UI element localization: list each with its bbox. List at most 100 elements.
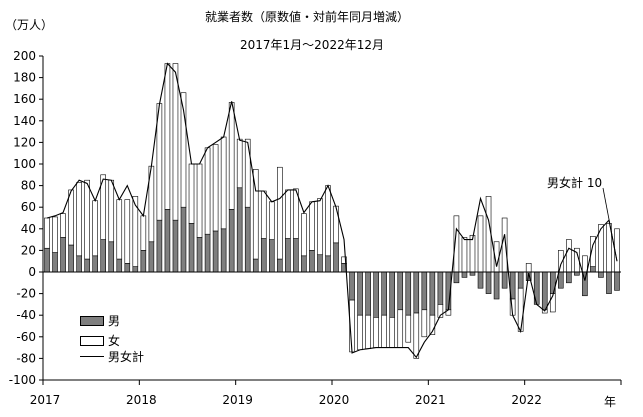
bar-female [309,201,315,251]
bar-male [477,271,484,289]
bar-male [92,255,98,273]
bar-female [421,309,428,338]
bar-male [325,255,331,273]
bar-male [44,247,50,273]
y-tick-label: -60 [16,330,36,344]
bar-female [76,182,82,257]
bar-male [405,271,412,316]
bar-male [285,238,291,273]
bar-male [421,271,428,311]
bar-male [228,209,235,273]
y-tick-label: 160 [13,92,36,106]
bar-female [164,63,171,210]
bar-female [285,189,291,239]
bar-male [557,271,564,289]
bar-male [309,250,315,273]
bar-male [501,271,508,289]
legend-label-male: 男 [108,314,121,328]
x-axis-suffix-label: 年 [604,395,617,409]
bar-male [52,252,58,273]
legend-item-male: 男 [80,312,120,329]
bar-female [333,205,339,244]
bar-male [132,266,139,273]
bar-male [212,230,219,273]
bar-male [196,237,203,273]
bar-female [212,144,219,232]
y-tick-label: -40 [16,308,36,322]
y-tick-label: 140 [13,114,36,128]
bar-female [485,196,492,273]
bar-male [140,250,147,273]
bar-male [598,271,604,278]
bar-male [301,255,307,273]
bar-female [429,314,436,335]
y-tick-label: 20 [21,243,36,257]
bar-male [566,271,572,284]
total-line [46,62,618,359]
bar-female [124,199,131,264]
bar-male [606,271,612,294]
y-tick-label: 100 [13,157,36,171]
bar-female [60,213,66,238]
bar-female [277,166,283,260]
line-layer [46,62,618,359]
bar-female [397,309,404,348]
bar-female [68,189,74,246]
bar-female [517,287,524,332]
bar-male [84,258,90,273]
y-tick-label: -80 [16,351,36,365]
bar-female [461,237,468,273]
bar-female [196,163,203,238]
bar-female [590,236,596,267]
bar-male [333,242,339,273]
y-axis-unit-label: （万人） [5,18,54,32]
y-tick-label: 40 [21,222,36,236]
bar-female [260,190,267,239]
bar-male [614,271,620,291]
bar-female [108,179,115,243]
bar-male [541,271,548,311]
bar-male [437,271,444,305]
y-tick-label: -100 [9,373,36,387]
legend-item-female: 女 [80,332,120,349]
bar-female [188,163,195,224]
bar-female [252,169,259,260]
axes-layer: -100 -80 -60 -40 -20 0 20 40 60 80 100 120 140 160 180… [9,49,622,407]
bar-female [293,188,299,239]
bar-female [204,147,211,235]
y-tick-label: 200 [13,49,36,63]
legend-swatch-total [80,356,104,357]
bar-female [405,314,412,343]
bar-female [525,263,532,273]
bar-male [148,241,155,273]
bar-female [325,185,331,257]
bar-male [517,271,524,289]
bar-female [301,213,307,257]
x-year-label: 2019 [222,393,253,407]
total-annotation: 男女計 10 [547,176,603,190]
y-tick-label: 80 [21,179,36,193]
bar-female [84,179,90,260]
bar-male [100,239,107,273]
y-tick-label: 120 [13,135,36,149]
bar-female [365,314,371,349]
chart-subtitle: 2017年1月～2022年12月 [240,38,384,52]
x-year-label: 2021 [415,393,446,407]
bar-female [44,217,50,249]
bar-female [357,314,363,351]
x-year-label: 2022 [511,393,542,407]
bar-female [180,92,187,208]
bar-male [180,206,187,273]
bar-male [156,219,163,273]
bar-female [389,317,396,348]
bar-female [132,196,139,267]
bar-female [582,255,588,273]
bar-female [52,216,58,253]
bar-male [397,271,404,311]
y-tick-label: 60 [21,200,36,214]
bar-female [220,136,227,230]
bar-male [357,271,363,316]
bar-female [477,215,484,273]
bar-male [493,271,500,300]
